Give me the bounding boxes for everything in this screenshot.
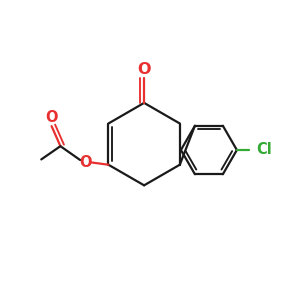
Text: O: O	[79, 155, 92, 170]
Text: O: O	[137, 61, 151, 76]
Text: O: O	[45, 110, 58, 125]
Text: Cl: Cl	[256, 142, 272, 158]
